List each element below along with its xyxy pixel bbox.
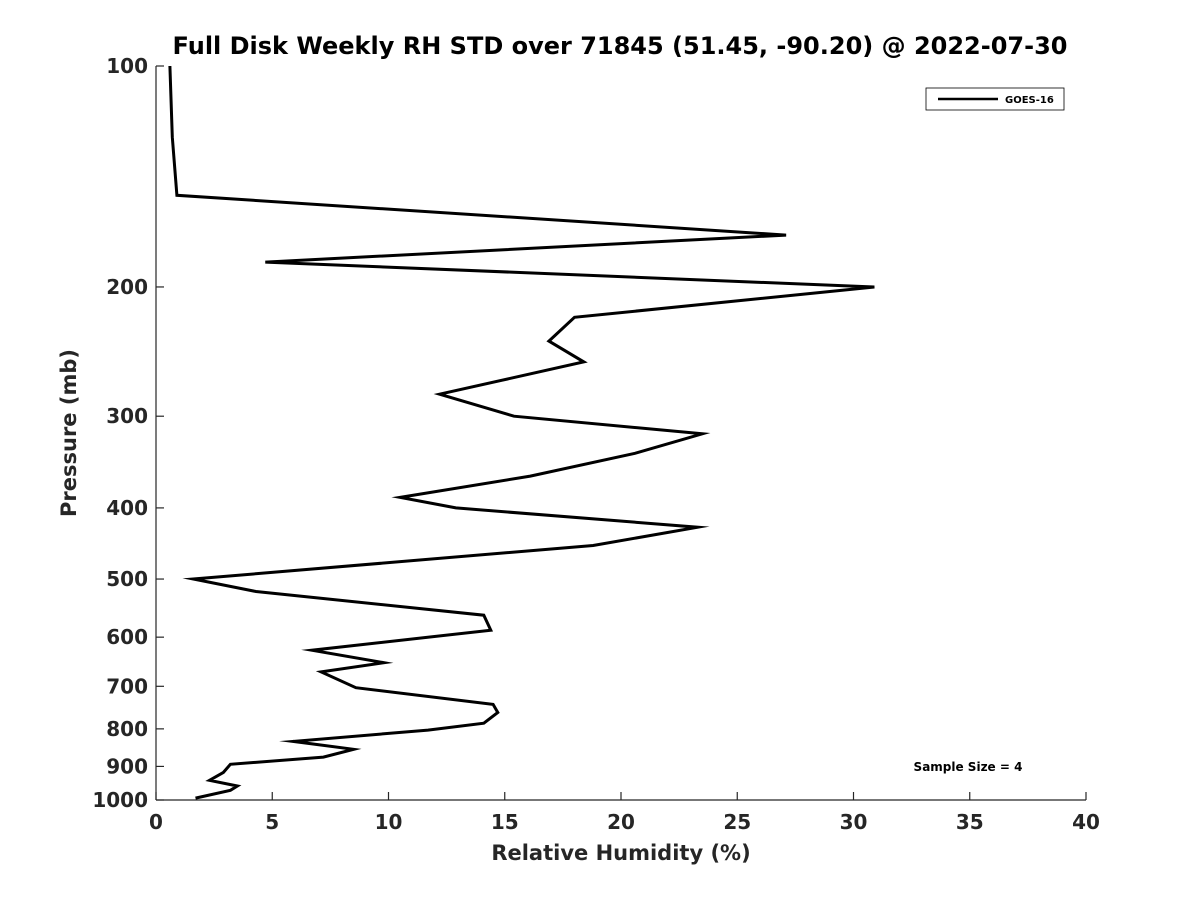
chart-title: Full Disk Weekly RH STD over 71845 (51.4… (173, 32, 1068, 60)
y-tick-label: 100 (106, 54, 148, 78)
series-layer (168, 65, 875, 800)
y-tick-label: 200 (106, 275, 148, 299)
y-tick-label: 800 (106, 717, 148, 741)
x-ticks: 0 5 10 15 20 25 30 35 40 (149, 792, 1100, 834)
y-axis-label: Pressure (mb) (57, 349, 81, 517)
y-tick-label: 1000 (92, 788, 148, 812)
legend: GOES-16 (925, 87, 1065, 111)
axes (155, 66, 1086, 801)
sample-size-annotation: Sample Size = 4 (914, 760, 1023, 774)
series-line (168, 65, 875, 800)
x-tick-label: 30 (840, 810, 868, 834)
y-tick-label: 700 (106, 674, 148, 698)
x-tick-label: 0 (149, 810, 163, 834)
y-tick-label: 400 (106, 496, 148, 520)
y-tick-label: 900 (106, 754, 148, 778)
legend-label: GOES-16 (1005, 95, 1054, 106)
x-tick-label: 35 (956, 810, 984, 834)
x-tick-label: 20 (607, 810, 635, 834)
x-tick-label: 5 (265, 810, 279, 834)
x-axis-label: Relative Humidity (%) (491, 841, 750, 865)
x-tick-label: 15 (491, 810, 519, 834)
x-tick-label: 10 (375, 810, 403, 834)
x-tick-label: 40 (1072, 810, 1100, 834)
x-tick-label: 25 (723, 810, 751, 834)
y-tick-label: 500 (106, 567, 148, 591)
y-tick-label: 300 (106, 404, 148, 428)
y-ticks: 100 200 300 400 500 600 700 800 900 1000 (92, 54, 164, 812)
y-tick-label: 600 (106, 625, 148, 649)
